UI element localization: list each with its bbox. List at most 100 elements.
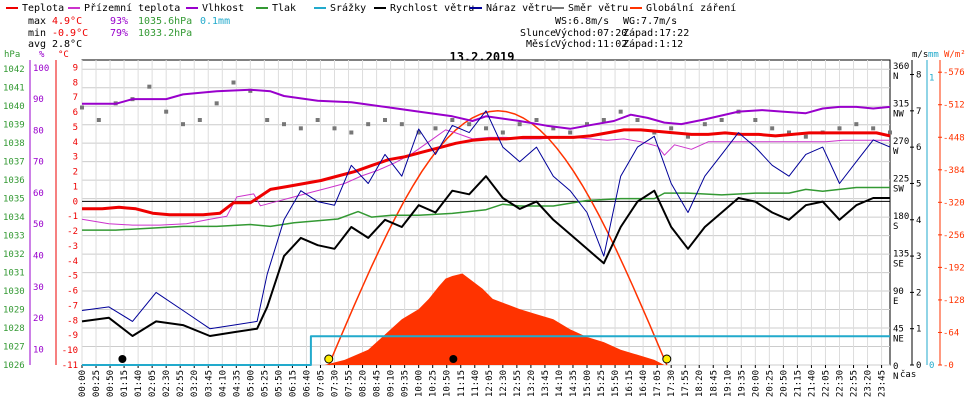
x-tick-label: 12:55: [513, 370, 523, 397]
x-axis-label: čas: [900, 369, 916, 380]
x-tick-label: 17:05: [653, 370, 663, 397]
pct-tick-label: 50: [33, 220, 44, 230]
wind-direction-point: [568, 130, 573, 135]
pct-tick-label: 90: [33, 95, 44, 105]
x-tick-label: 10:25: [429, 370, 439, 397]
wm2-tick-label: -384: [943, 166, 965, 176]
stat-max-press: 1035.6hPa: [138, 16, 192, 27]
dir-tick-sublabel: W: [893, 147, 899, 157]
c-tick-label: 6: [73, 108, 78, 118]
info-moon-rise: Východ:11:02: [555, 38, 627, 50]
x-tick-label: 08:20: [359, 370, 369, 397]
stat-max-rain: 0.1mm: [200, 16, 230, 27]
wind-direction-point: [231, 80, 236, 85]
hpa-tick-label: 1042: [3, 65, 25, 75]
wind-direction-point: [248, 88, 253, 93]
c-tick-label: 2: [73, 168, 78, 178]
mm-tick-label: 1: [929, 73, 934, 83]
ms-tick-label: 4: [916, 216, 921, 226]
c-tick-label: -8: [67, 316, 78, 326]
pct-tick-label: 80: [33, 126, 44, 136]
hpa-tick-label: 1036: [3, 176, 25, 186]
x-tick-label: 17:55: [681, 370, 691, 397]
x-tick-label: 02:05: [148, 370, 158, 397]
info-moon-label: Měsíc: [526, 38, 556, 50]
x-tick-label: 05:50: [274, 370, 284, 397]
ms-tick-label: 3: [916, 252, 921, 262]
hpa-tick-label: 1030: [3, 287, 25, 297]
dir-tick-label: 270: [893, 137, 909, 147]
c-tick-label: 4: [73, 138, 78, 148]
x-tick-label: 03:20: [190, 370, 200, 397]
wind-direction-point: [635, 118, 640, 122]
legend: Teplota Přízemní teplota Vlhkost Tlak Srážky…: [6, 2, 736, 14]
x-tick-label: 07:30: [331, 370, 341, 397]
dir-tick-label: 180: [893, 212, 909, 222]
pct-tick-label: 10: [33, 345, 44, 355]
x-tick-label: 00:25: [92, 370, 102, 397]
ms-tick-label: 0: [916, 361, 921, 371]
wind-direction-point: [854, 122, 859, 127]
legend-label: Směr větru: [568, 2, 628, 14]
dir-tick-sublabel: N: [893, 72, 898, 82]
wind-direction-point: [147, 84, 152, 89]
dir-tick-label: 135: [893, 250, 909, 260]
x-tick-label: 09:35: [401, 370, 411, 397]
series-rain-line: [82, 335, 890, 366]
hpa-tick-label: 1035: [3, 195, 25, 205]
wind-direction-point: [214, 101, 219, 106]
legend-label: Teplota: [22, 3, 64, 14]
axis-wm2-label: W/m²: [944, 50, 966, 60]
sun-curve: [328, 110, 668, 366]
c-tick-label: 5: [73, 123, 78, 133]
c-tick-label: -6: [67, 287, 78, 297]
x-tick-label: 05:25: [260, 370, 270, 397]
x-tick-label: 20:00: [751, 370, 761, 397]
x-tick-label: 23:45: [878, 370, 888, 397]
c-tick-label: -4: [67, 257, 78, 267]
x-tick-label: 20:50: [779, 370, 789, 397]
dir-tick-sublabel: NE: [893, 335, 904, 345]
wind-direction-point: [837, 126, 842, 131]
x-tick-label: 21:15: [793, 370, 803, 397]
ms-tick-label: 2: [916, 288, 921, 298]
x-tick-label: 12:05: [485, 370, 495, 397]
c-tick-label: -5: [67, 272, 78, 282]
wm2-tick-label: -192: [943, 263, 965, 273]
pct-tick-label: 70: [33, 158, 44, 168]
x-tick-label: 07:55: [345, 370, 355, 397]
info-sun-set: Západ:17:22: [623, 27, 689, 39]
c-tick-label: 9: [73, 63, 78, 73]
wind-direction-point: [383, 118, 387, 122]
wind-direction-point: [315, 118, 320, 122]
hpa-tick-label: 1033: [3, 232, 25, 242]
x-tick-label: 22:55: [850, 370, 860, 397]
x-tick-label: 10:00: [415, 370, 425, 397]
wind-direction-point: [450, 118, 455, 122]
sunrise-sunset-marker: [662, 354, 672, 364]
dir-tick-label: 0: [893, 362, 898, 372]
wm2-tick-label: -0: [943, 361, 954, 371]
x-tick-label: 13:45: [541, 370, 551, 397]
ms-tick-label: 5: [916, 179, 921, 189]
ms-tick-label: 6: [916, 143, 921, 153]
hpa-tick-label: 1034: [3, 213, 25, 223]
hpa-tick-label: 1029: [3, 306, 25, 316]
axis-hpa-label: hPa: [4, 50, 20, 60]
x-tick-label: 15:50: [611, 370, 621, 397]
axis-pct-label: %: [39, 50, 45, 60]
hpa-tick-label: 1038: [3, 139, 25, 149]
wind-direction-point: [534, 118, 539, 122]
axis-c-label: °C: [58, 50, 69, 60]
wm2-tick-label: -576: [943, 68, 965, 78]
hpa-tick-label: 1039: [3, 121, 25, 131]
x-tick-label: 00:50: [106, 370, 116, 397]
dir-tick-sublabel: SW: [893, 185, 904, 195]
dir-tick-label: 225: [893, 175, 909, 185]
wind-direction-point: [517, 122, 522, 127]
legend-label: Tlak: [272, 3, 296, 14]
wind-direction-point: [702, 122, 707, 127]
c-tick-label: -1: [67, 212, 78, 222]
x-tick-label: 03:45: [204, 370, 214, 397]
